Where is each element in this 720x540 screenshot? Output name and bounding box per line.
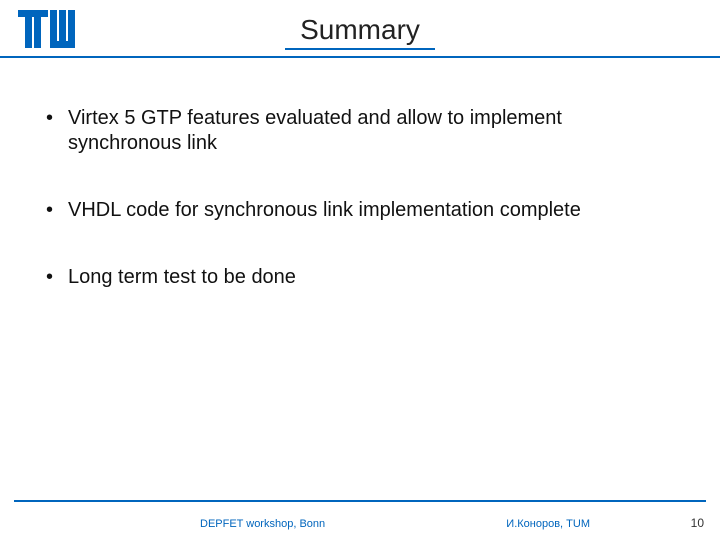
bullet-item: Virtex 5 GTP features evaluated and allo… [40, 106, 680, 156]
slide-title: Summary [0, 0, 720, 46]
slide-content: Virtex 5 GTP features evaluated and allo… [0, 58, 720, 290]
title-underline [285, 48, 435, 50]
bullet-item: Long term test to be done [40, 265, 680, 290]
bullet-list: Virtex 5 GTP features evaluated and allo… [40, 106, 680, 290]
bullet-item: VHDL code for synchronous link implement… [40, 198, 680, 223]
footer-venue: DEPFET workshop, Bonn [200, 518, 325, 530]
tum-logo-icon [18, 10, 76, 48]
slide-header: Summary [0, 0, 720, 58]
footer-author: И.Коноров, TUM [506, 518, 590, 530]
page-number: 10 [691, 516, 704, 530]
footer-rule [14, 500, 706, 502]
